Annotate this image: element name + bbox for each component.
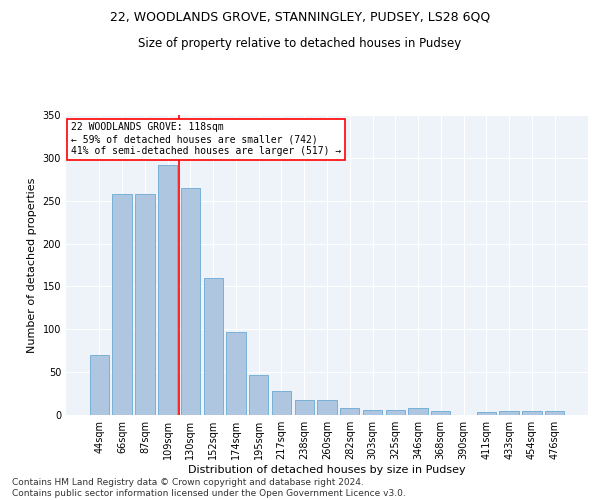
Bar bbox=[226, 332, 245, 415]
Bar bbox=[431, 410, 451, 415]
Text: 22 WOODLANDS GROVE: 118sqm
← 59% of detached houses are smaller (742)
41% of sem: 22 WOODLANDS GROVE: 118sqm ← 59% of deta… bbox=[71, 122, 341, 156]
Bar bbox=[181, 188, 200, 415]
Bar bbox=[295, 400, 314, 415]
Text: 22, WOODLANDS GROVE, STANNINGLEY, PUDSEY, LS28 6QQ: 22, WOODLANDS GROVE, STANNINGLEY, PUDSEY… bbox=[110, 10, 490, 23]
Bar bbox=[203, 278, 223, 415]
X-axis label: Distribution of detached houses by size in Pudsey: Distribution of detached houses by size … bbox=[188, 465, 466, 475]
Bar bbox=[158, 164, 178, 415]
Bar bbox=[272, 391, 291, 415]
Bar bbox=[545, 410, 564, 415]
Bar bbox=[112, 194, 132, 415]
Bar bbox=[135, 194, 155, 415]
Bar bbox=[409, 408, 428, 415]
Bar bbox=[317, 400, 337, 415]
Bar bbox=[249, 374, 268, 415]
Bar bbox=[386, 410, 405, 415]
Bar bbox=[340, 408, 359, 415]
Bar bbox=[476, 412, 496, 415]
Text: Size of property relative to detached houses in Pudsey: Size of property relative to detached ho… bbox=[139, 38, 461, 51]
Bar bbox=[363, 410, 382, 415]
Y-axis label: Number of detached properties: Number of detached properties bbox=[27, 178, 37, 352]
Bar bbox=[522, 410, 542, 415]
Bar bbox=[499, 410, 519, 415]
Text: Contains HM Land Registry data © Crown copyright and database right 2024.
Contai: Contains HM Land Registry data © Crown c… bbox=[12, 478, 406, 498]
Bar bbox=[90, 355, 109, 415]
